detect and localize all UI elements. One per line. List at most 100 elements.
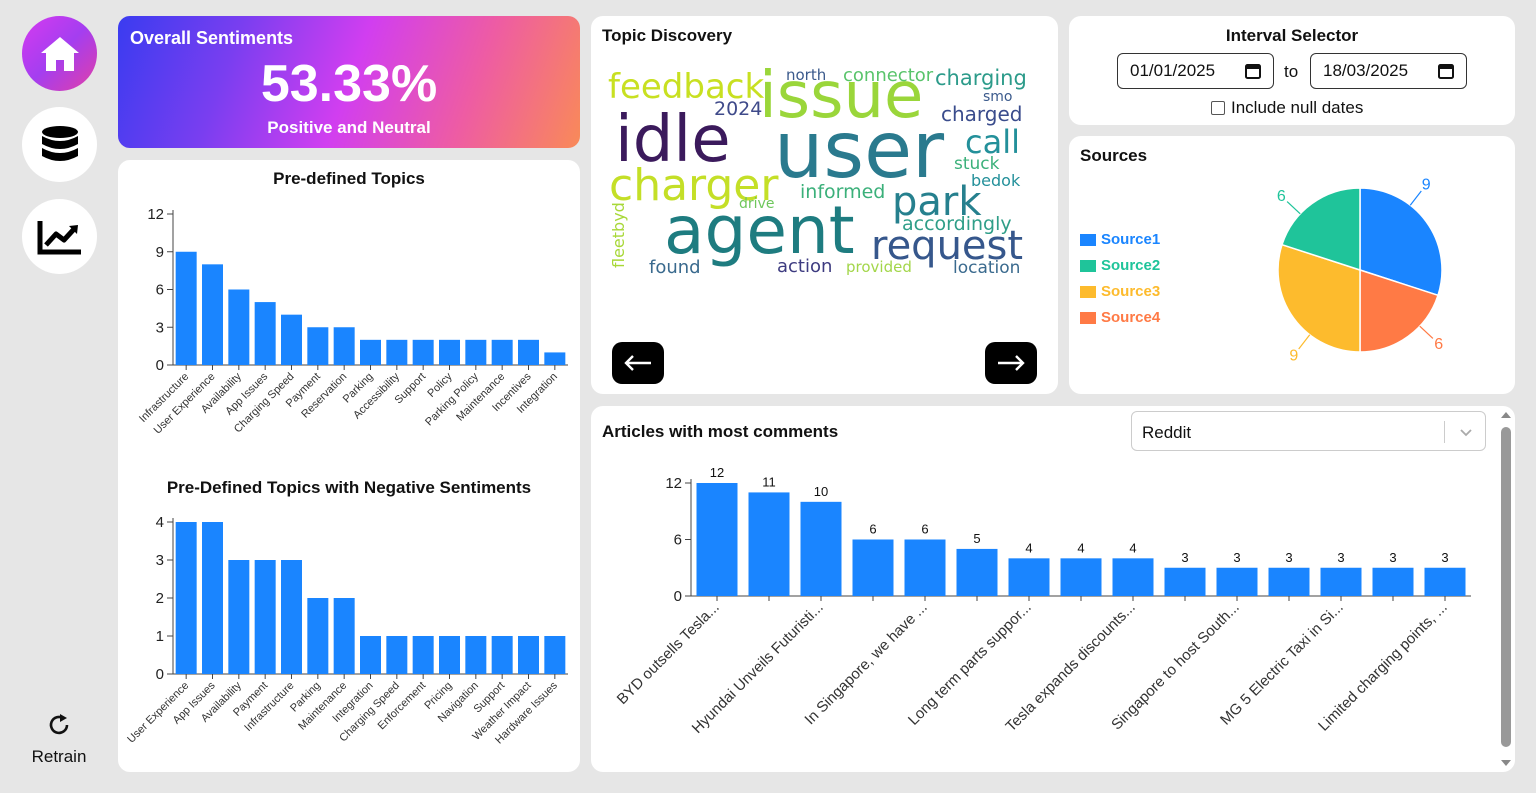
bar	[307, 598, 329, 674]
word-cloud-word: north	[786, 66, 827, 84]
y-tick-label: 6	[674, 532, 682, 549]
word-cloud-word: idle	[615, 103, 731, 177]
nav-home-button[interactable]	[22, 16, 97, 91]
source-select[interactable]: Reddit	[1131, 411, 1486, 451]
y-tick-label: 9	[156, 244, 164, 261]
data-label: 6	[869, 522, 876, 537]
word-cloud-word: feedback	[608, 67, 765, 107]
pie-value-label: 9	[1422, 177, 1431, 194]
interval-title: Interval Selector	[1225, 26, 1359, 45]
word-cloud-word: provided	[846, 258, 912, 276]
bar	[852, 539, 894, 596]
legend-swatch	[1080, 311, 1096, 324]
x-tick-label: BYD outsells Tesla...	[614, 599, 723, 708]
interval-selector-card: Interval Selector 01/01/2025 to 18/03/20…	[1069, 16, 1515, 125]
bar	[281, 314, 302, 365]
word-cloud-word: charging	[935, 66, 1027, 90]
word-cloud-word: agent	[664, 192, 855, 269]
bar	[1216, 567, 1258, 596]
bar	[412, 636, 434, 674]
pie-value-label: 9	[1289, 347, 1298, 364]
retrain-button[interactable]: Retrain	[20, 712, 98, 767]
word-cloud-word: stuck	[954, 154, 1000, 174]
word-cloud-word: drive	[739, 196, 775, 212]
calendar-icon	[1245, 64, 1261, 79]
scrollbar[interactable]	[1498, 406, 1514, 772]
bar	[175, 251, 197, 365]
date-from-value: 01/01/2025	[1130, 61, 1216, 80]
bar	[1320, 567, 1362, 596]
nav-analytics-button[interactable]	[22, 199, 97, 274]
y-tick-label: 3	[156, 552, 164, 569]
y-tick-label: 0	[156, 666, 164, 683]
data-label: 3	[1181, 550, 1188, 565]
word-cloud-word: bedok	[971, 171, 1021, 190]
data-label: 3	[1233, 550, 1240, 565]
y-tick-label: 2	[156, 590, 164, 607]
data-label: 3	[1441, 550, 1448, 565]
pie-slice	[1359, 268, 1439, 353]
include-null-row: Include null dates	[1211, 98, 1363, 118]
y-tick-label: 6	[156, 282, 164, 299]
pie-slice	[1281, 187, 1361, 272]
bar	[254, 560, 276, 674]
bar	[465, 339, 487, 365]
date-to-input[interactable]: 18/03/2025	[1310, 53, 1467, 89]
data-label: 3	[1389, 550, 1396, 565]
bar	[748, 492, 790, 596]
date-from-input[interactable]: 01/01/2025	[1117, 53, 1274, 89]
date-to-value: 18/03/2025	[1323, 61, 1409, 80]
word-cloud-word: action	[777, 256, 833, 277]
bar	[544, 352, 566, 365]
bar	[412, 339, 434, 365]
data-label: 3	[1337, 550, 1344, 565]
arrow-right-icon	[998, 355, 1025, 371]
topic-discovery-card: Topic Discovery feedback issue north connec…	[591, 16, 1058, 394]
pie-leader	[1298, 334, 1311, 350]
data-label: 10	[814, 484, 828, 499]
bar	[1424, 567, 1466, 596]
arrow-left-icon	[624, 355, 651, 371]
pie-leader	[1419, 325, 1434, 339]
bar	[518, 339, 539, 365]
scrollbar-thumb[interactable]	[1501, 427, 1511, 747]
bar	[1372, 567, 1414, 596]
refresh-icon	[49, 714, 69, 735]
bar	[956, 548, 998, 596]
legend-swatch	[1080, 233, 1096, 246]
word-cloud-word: park	[892, 179, 982, 225]
next-button[interactable]	[985, 342, 1037, 384]
nav-database-button[interactable]	[22, 107, 97, 182]
chart-title: Pre-Defined Topics with Negative Sentime…	[167, 478, 531, 497]
source-select-value: Reddit	[1142, 423, 1192, 442]
word-cloud-word: issue	[759, 59, 924, 133]
bar	[491, 339, 513, 365]
predefined-topics-chart: Pre-defined Topics036912InfrastructureUs…	[137, 169, 568, 437]
articles-title: Articles with most comments	[602, 422, 839, 441]
legend-label: Source4	[1101, 309, 1161, 326]
topics-card: Pre-defined Topics 0 3 6 9 12 Infrastructure Us…	[118, 160, 580, 772]
pie-slice	[1359, 187, 1443, 297]
legend-label: Source2	[1101, 257, 1161, 274]
chart-line-icon	[37, 220, 81, 254]
data-label: 6	[921, 522, 928, 537]
legend-label: Source3	[1101, 283, 1161, 300]
pie-leader	[1286, 201, 1301, 215]
articles-card: Articles with most comments 0 6 12 12 BYD ou…	[591, 406, 1515, 772]
retrain-label: Retrain	[31, 747, 87, 766]
date-to-label: to	[1284, 62, 1299, 81]
bar	[1112, 558, 1154, 596]
chevron-down-icon	[1460, 429, 1472, 437]
bar	[1008, 558, 1050, 596]
negative-topics-chart: Pre-Defined Topics with Negative Sentime…	[125, 478, 568, 746]
word-cloud-word: request	[871, 223, 1024, 269]
include-null-checkbox[interactable]	[1211, 101, 1225, 115]
bar	[518, 636, 539, 674]
bar	[544, 636, 566, 674]
legend-source4: Source4	[1080, 309, 1160, 326]
bar	[175, 522, 197, 674]
bar	[360, 339, 381, 365]
prev-button[interactable]	[612, 342, 664, 384]
y-tick-label: 12	[665, 475, 682, 492]
